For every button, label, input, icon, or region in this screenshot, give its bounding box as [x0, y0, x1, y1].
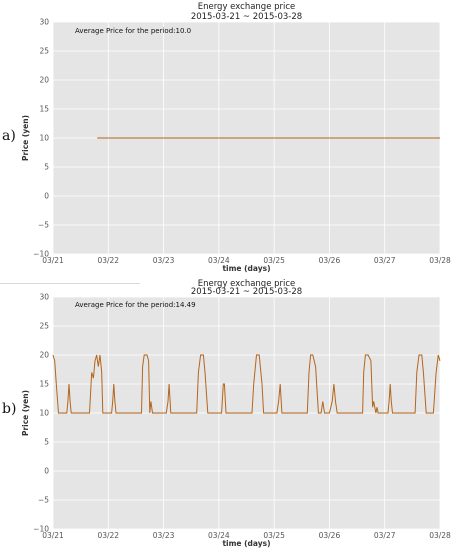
y-tick-label: 20	[39, 351, 49, 360]
x-tick-label: 03/25	[263, 256, 285, 265]
y-tick-label: 10	[39, 134, 49, 143]
y-axis-label: Price (yen)	[21, 115, 30, 161]
y-tick-label: 10	[39, 409, 49, 418]
chart-subtitle: 2015-03-21 ~ 2015-03-28	[191, 287, 302, 297]
y-tick-label: −5	[38, 221, 49, 230]
y-tick-label: 30	[39, 293, 49, 302]
x-tick-label: 03/26	[319, 256, 341, 265]
average-price-annotation: Average Price for the period:10.0	[75, 27, 191, 35]
x-tick-label: 03/28	[429, 531, 451, 540]
x-tick-label: 03/26	[319, 531, 341, 540]
chart-title: Energy exchange price	[198, 279, 296, 289]
x-tick-label: 03/27	[374, 531, 396, 540]
x-tick-label: 03/23	[153, 256, 175, 265]
y-tick-label: 25	[39, 322, 49, 331]
x-axis-label: time (days)	[222, 264, 270, 273]
average-price-annotation: Average Price for the period:14.49	[75, 301, 196, 309]
panel-label-b: b)	[2, 401, 17, 417]
chart-title: Energy exchange price	[198, 2, 296, 12]
y-tick-label: 0	[44, 467, 49, 476]
chart-panel-b: −10 −5 0 5 10 15 20 25 30 03/21 03/22 03/23 03/24 03/…	[21, 279, 451, 548]
x-tick-label: 03/22	[97, 531, 119, 540]
y-tick-label: −5	[38, 496, 49, 505]
x-axis-label: time (days)	[222, 539, 270, 548]
x-tick-label: 03/28	[429, 256, 451, 265]
price-series-line	[52, 354, 441, 414]
y-tick-label: 5	[44, 438, 49, 447]
y-tick-label: 25	[39, 47, 49, 56]
x-tick-label: 03/23	[153, 531, 175, 540]
panel-separator	[0, 283, 140, 284]
x-tick-label: 03/27	[374, 256, 396, 265]
x-tick-label: 03/25	[263, 531, 285, 540]
chart-subtitle: 2015-03-21 ~ 2015-03-28	[191, 12, 302, 22]
y-tick-label: −10	[33, 525, 49, 534]
x-tick-label: 03/21	[42, 531, 64, 540]
y-tick-label: 15	[39, 380, 49, 389]
chart-panel-a: −10 −5 0 5 10 15 20 25 30 03/21 03/22 03/23 03/24 03/…	[21, 2, 451, 273]
y-tick-label: 5	[44, 163, 49, 172]
panel-label-a: a)	[2, 128, 16, 144]
x-tick-label: 03/24	[208, 531, 230, 540]
y-tick-label: 30	[39, 18, 49, 27]
y-tick-label: 15	[39, 105, 49, 114]
y-tick-label: −10	[33, 250, 49, 259]
x-tick-label: 03/22	[97, 256, 119, 265]
y-tick-label: 0	[44, 192, 49, 201]
y-axis-label: Price (yen)	[21, 390, 30, 436]
x-tick-label: 03/24	[208, 256, 230, 265]
y-tick-label: 20	[39, 76, 49, 85]
x-tick-label: 03/21	[42, 256, 64, 265]
